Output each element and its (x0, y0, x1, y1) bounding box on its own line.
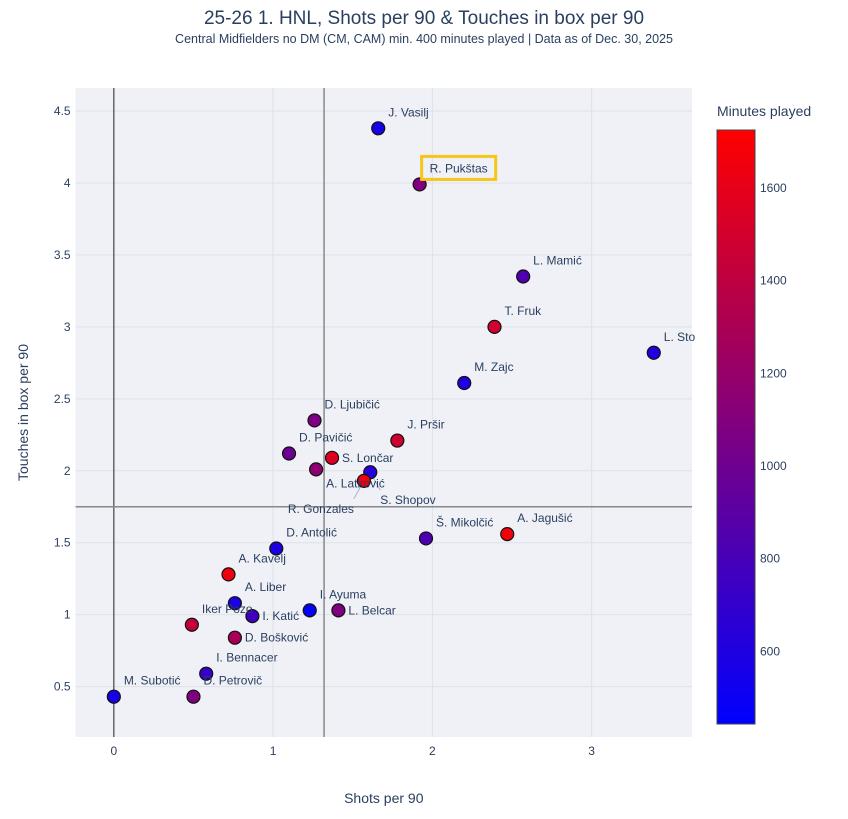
y-axis-title: Touches in box per 90 (15, 344, 31, 481)
colorbar-tick-label: 1000 (760, 459, 787, 473)
data-point[interactable] (184, 617, 199, 632)
axis-ticks: 0 1 2 3 0.5 1 1.5 2 2.5 3 3.5 4 4.5 (54, 104, 595, 758)
data-point[interactable] (302, 603, 317, 618)
x-tick-label: 3 (588, 744, 595, 758)
y-tick-label: 4 (64, 176, 71, 190)
data-point[interactable] (457, 375, 472, 391)
data-point[interactable] (199, 666, 214, 681)
data-point[interactable] (324, 450, 340, 465)
data-point[interactable] (516, 269, 531, 284)
data-point[interactable] (106, 689, 121, 704)
y-tick-label: 0.5 (54, 680, 71, 694)
point-label: L. Belcar (348, 603, 395, 617)
point-label: A. Kavelj (239, 551, 286, 565)
chart-title: 25-26 1. HNL, Shots per 90 & Touches in … (203, 8, 645, 29)
data-point[interactable] (309, 462, 324, 477)
colorbar-tick-label: 800 (760, 552, 780, 566)
point-label: I. Ayuma (320, 587, 367, 601)
point-label: J. Vasilj (388, 105, 428, 119)
colorbar-tick-label: 1200 (760, 366, 787, 380)
y-tick-label: 4.5 (54, 104, 71, 118)
y-tick-label: 2.5 (54, 392, 71, 406)
y-tick-label: 3 (64, 320, 71, 334)
point-label: R. Pukštas (430, 161, 488, 175)
colorbar-title: Minutes played (717, 103, 811, 119)
data-point[interactable] (281, 446, 297, 461)
data-point[interactable] (412, 177, 427, 192)
point-label: R. Gonzales (288, 502, 354, 516)
point-label: J. Pršir (407, 418, 444, 432)
point-label: A. Jagušić (517, 511, 572, 525)
data-point[interactable] (227, 630, 242, 645)
point-label: T. Fruk (504, 304, 542, 318)
x-tick-label: 0 (110, 744, 117, 758)
point-label: I. Bennacer (216, 651, 277, 665)
point-label: I. Katić (262, 609, 299, 623)
point-label: D. Ljubičić (325, 397, 380, 411)
point-label: D. Petrovič (203, 674, 262, 688)
point-label: M. Subotić (124, 674, 181, 688)
data-point[interactable] (418, 531, 434, 546)
point-label: D. Bošković (245, 631, 308, 645)
y-tick-label: 1 (64, 608, 71, 622)
data-point[interactable] (331, 603, 346, 618)
x-tick-label: 2 (429, 744, 436, 758)
point-label: Š. Mikolčić (436, 514, 493, 529)
y-tick-label: 3.5 (54, 248, 71, 262)
colorbar-ticks: 600 800 1000 1200 1400 1600 (760, 181, 787, 658)
point-label: Iker Pozo (202, 602, 253, 616)
data-point[interactable] (221, 567, 236, 582)
plot-area (75, 88, 693, 737)
colorbar-tick-label: 1400 (760, 274, 787, 288)
y-tick-label: 2 (64, 464, 71, 478)
point-label: D. Antolić (286, 525, 337, 539)
data-point[interactable] (227, 596, 242, 611)
data-point[interactable] (487, 319, 502, 334)
chart-subtitle: Central Midfielders no DM (CM, CAM) min.… (175, 32, 673, 46)
point-label: D. Pavičić (299, 431, 352, 445)
point-label: L. Mamić (533, 254, 582, 268)
data-point[interactable] (371, 121, 386, 136)
colorbar: Minutes played 600 800 1000 1200 1400 1600 (716, 103, 811, 725)
data-point[interactable] (646, 345, 661, 360)
point-label: S. Shopov (380, 493, 435, 507)
highlight-box (420, 154, 498, 181)
x-axis-title: Shots per 90 (344, 790, 424, 806)
point-label: L. Sto (664, 330, 696, 344)
data-point[interactable] (245, 609, 260, 624)
point-label: A. Liber (245, 580, 286, 594)
point-label: M. Zajc (474, 360, 513, 374)
data-point[interactable] (186, 689, 201, 704)
gridlines (75, 88, 692, 737)
reference-lines (75, 88, 692, 737)
data-points (106, 121, 661, 704)
data-point[interactable] (356, 473, 371, 488)
point-label: A. Latković (326, 476, 385, 490)
x-tick-label: 1 (270, 744, 277, 758)
data-point[interactable] (390, 433, 405, 448)
data-point[interactable] (307, 413, 322, 428)
point-label: S. Lončar (342, 451, 393, 465)
colorbar-tick-label: 1600 (760, 181, 787, 195)
y-tick-label: 1.5 (54, 536, 71, 550)
point-labels: R. Pukštas J. Vasilj L. Mamić T. Fruk L. Sto… (124, 105, 696, 687)
colorbar-gradient (716, 129, 756, 725)
data-point[interactable] (269, 541, 284, 556)
colorbar-tick-label: 600 (760, 644, 780, 658)
data-point[interactable] (500, 526, 515, 542)
